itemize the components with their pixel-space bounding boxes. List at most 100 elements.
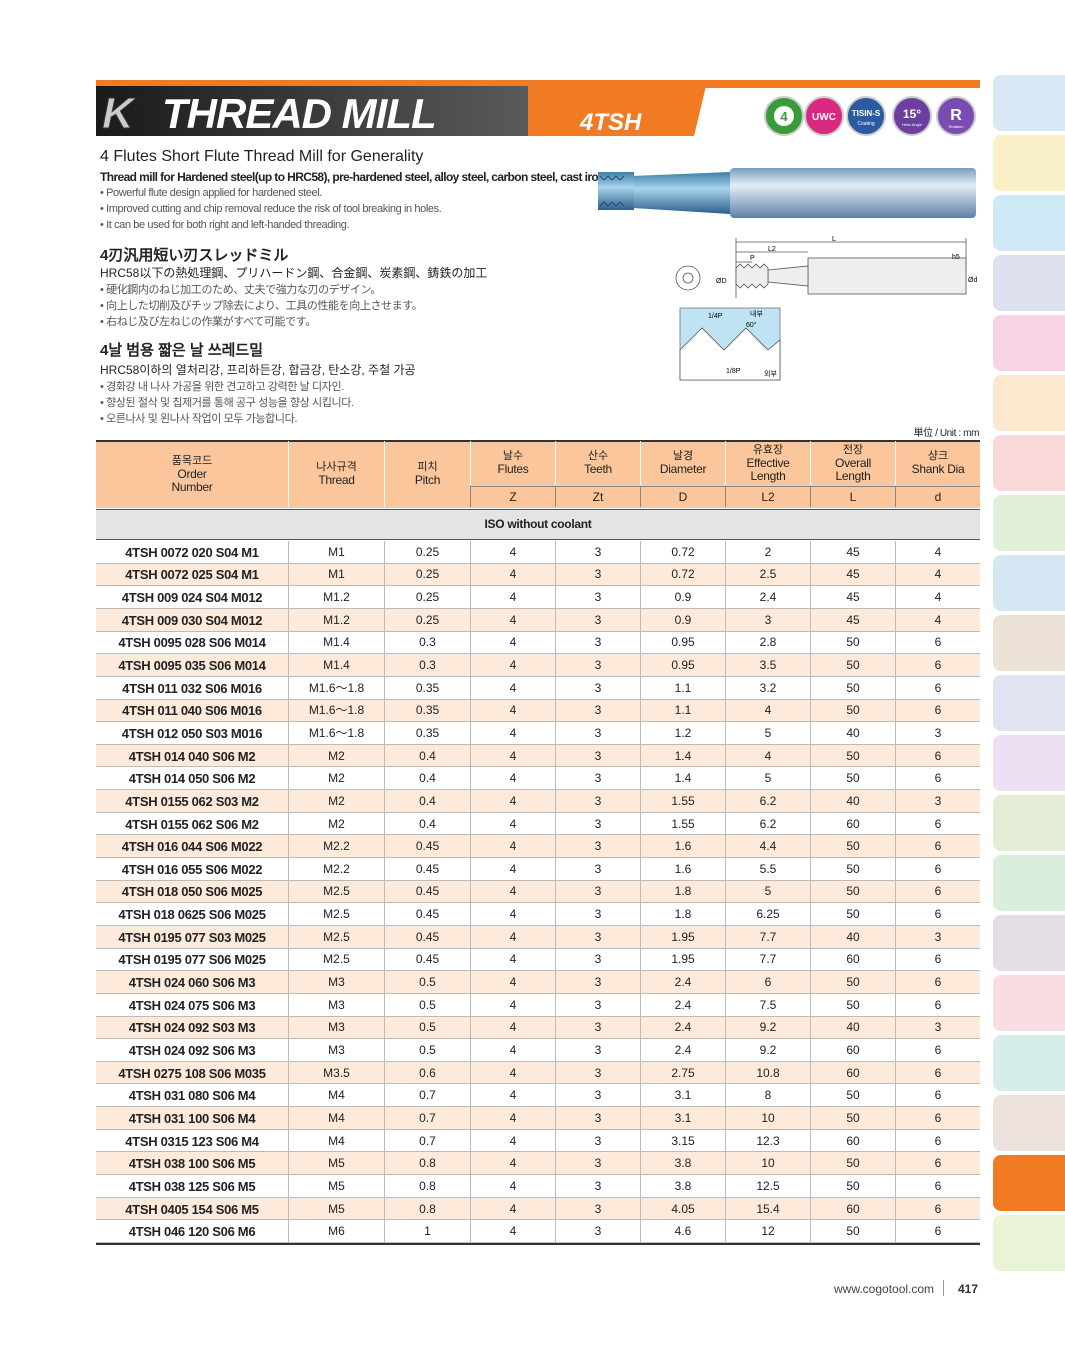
table-cell: 0.95 bbox=[640, 654, 725, 677]
table-cell: 40 bbox=[810, 1016, 895, 1040]
order-number: 4TSH 031 080 S06 M4 bbox=[128, 1088, 256, 1104]
table-cell: 4 bbox=[470, 1016, 555, 1040]
row-bg bbox=[96, 1016, 980, 1040]
table-cell: 50 bbox=[810, 744, 895, 768]
table-cell: 3 bbox=[555, 1061, 640, 1085]
order-number: 4TSH 009 024 S04 M012 bbox=[121, 590, 263, 606]
table-cell: 60 bbox=[810, 1061, 895, 1085]
table-cell: 9.2 bbox=[725, 1039, 810, 1062]
ko-bullet: • 오른나사 및 왼나사 작업이 모두 가능합니다. bbox=[100, 413, 298, 425]
order-number: 4TSH 014 050 S06 M2 bbox=[128, 771, 256, 787]
table-cell: 4 bbox=[470, 541, 555, 564]
header-bg bbox=[96, 440, 980, 508]
table-cell: 0.45 bbox=[384, 925, 470, 949]
table-cell: 6.2 bbox=[725, 812, 810, 836]
table-cell: M5 bbox=[288, 1152, 384, 1176]
table-cell: M3 bbox=[288, 993, 384, 1017]
tab bbox=[993, 1095, 1065, 1151]
table-cell: 3.8 bbox=[640, 1175, 725, 1198]
table-cell: 6 bbox=[895, 812, 980, 836]
table-cell: M2 bbox=[288, 790, 384, 813]
order-number: 4TSH 012 050 S03 M016 bbox=[121, 725, 263, 741]
table-cell: 60 bbox=[810, 1129, 895, 1153]
table-cell: 0.72 bbox=[640, 563, 725, 587]
row-bg bbox=[96, 744, 980, 768]
table-cell: 4 bbox=[470, 676, 555, 700]
footer-url: www.cogotool.com bbox=[834, 1282, 935, 1296]
ko-subtitle: HRC58이하의 열처리강, 프리하든강, 합금강, 탄소강, 주철 가공 bbox=[100, 363, 416, 377]
row-bg bbox=[96, 948, 980, 972]
row-bg bbox=[96, 812, 980, 836]
table-cell: 5 bbox=[725, 722, 810, 745]
row-bg bbox=[96, 1039, 980, 1062]
table-cell: 6 bbox=[895, 1175, 980, 1198]
table-cell: 3 bbox=[555, 925, 640, 949]
table-cell: 4 bbox=[470, 1197, 555, 1221]
table-cell: M1.2 bbox=[288, 586, 384, 609]
table-cell: 10.8 bbox=[725, 1061, 810, 1085]
table-cell: 3 bbox=[555, 608, 640, 632]
table-cell: 4 bbox=[470, 880, 555, 904]
table-cell: 2.4 bbox=[725, 586, 810, 609]
banner-orange bbox=[528, 86, 706, 136]
table-cell: 0.35 bbox=[384, 699, 470, 723]
table-bottom-rule bbox=[96, 1243, 980, 1245]
tab bbox=[993, 915, 1065, 971]
order-number: 4TSH 011 040 S06 M016 bbox=[122, 703, 262, 719]
column-header: 날수 Flutes bbox=[470, 441, 555, 485]
table-cell: 4 bbox=[725, 744, 810, 768]
table-cell: 3 bbox=[555, 767, 640, 791]
table-cell: 3 bbox=[555, 722, 640, 745]
table-cell: 6 bbox=[895, 767, 980, 791]
table-cell: M2.2 bbox=[288, 835, 384, 859]
tab bbox=[993, 375, 1065, 431]
row-bg bbox=[96, 699, 980, 723]
table-cell: M3 bbox=[288, 971, 384, 994]
en-title: 4 Flutes Short Flute Thread Mill for Gen… bbox=[100, 148, 424, 165]
table-cell: 3 bbox=[555, 744, 640, 768]
table-cell: 3 bbox=[555, 971, 640, 994]
table-cell: 60 bbox=[810, 1039, 895, 1062]
ko-bullet: • 향상된 절삭 및 칩제거를 통해 공구 성능을 향상 시킵니다. bbox=[100, 397, 354, 409]
table-cell: 2.4 bbox=[640, 1039, 725, 1062]
tool-diagram: L L2 P h5 ØD Ød 1/4P 내부 60° 1/8P 외부 bbox=[675, 236, 977, 381]
order-number: 4TSH 0072 020 S04 M1 bbox=[125, 544, 259, 560]
table-cell: 2.5 bbox=[725, 563, 810, 587]
tab bbox=[993, 555, 1065, 611]
table-cell: 4.4 bbox=[725, 835, 810, 859]
tab bbox=[993, 795, 1065, 851]
table-cell: 3.2 bbox=[725, 676, 810, 700]
table-cell: 1.55 bbox=[640, 812, 725, 836]
table-cell: 0.25 bbox=[384, 608, 470, 632]
table-cell: 3 bbox=[725, 608, 810, 632]
table-cell: 6 bbox=[895, 835, 980, 859]
tab bbox=[993, 195, 1065, 251]
table-cell: 50 bbox=[810, 631, 895, 655]
table-cell: M2 bbox=[288, 767, 384, 791]
table-cell: 0.45 bbox=[384, 880, 470, 904]
header-symbol: D bbox=[640, 486, 725, 507]
header-en: Flutes bbox=[497, 462, 529, 476]
row-bg bbox=[96, 631, 980, 655]
header-symbol: Z bbox=[470, 486, 555, 507]
table-cell: 6 bbox=[895, 676, 980, 700]
table-cell: 3.8 bbox=[640, 1152, 725, 1176]
unit-note: 単位 / Unit : mm bbox=[913, 428, 979, 439]
row-bg bbox=[96, 971, 980, 994]
section-row: ISO without coolant bbox=[96, 509, 980, 540]
table-cell: 3 bbox=[555, 654, 640, 677]
table-cell: 45 bbox=[810, 586, 895, 609]
table-cell: 4 bbox=[470, 744, 555, 768]
table-cell: 6 bbox=[895, 1039, 980, 1062]
row-bg bbox=[96, 654, 980, 677]
table-cell: 50 bbox=[810, 971, 895, 994]
table-cell: M3 bbox=[288, 1016, 384, 1040]
table-cell: 6 bbox=[895, 903, 980, 926]
table-cell: 3.5 bbox=[725, 654, 810, 677]
row-bg bbox=[96, 925, 980, 949]
table-cell: 4 bbox=[470, 1220, 555, 1243]
header-symbol: L bbox=[810, 486, 895, 507]
table-cell: 4 bbox=[470, 586, 555, 609]
table-cell: 6 bbox=[895, 880, 980, 904]
table-cell: 6 bbox=[895, 1152, 980, 1176]
